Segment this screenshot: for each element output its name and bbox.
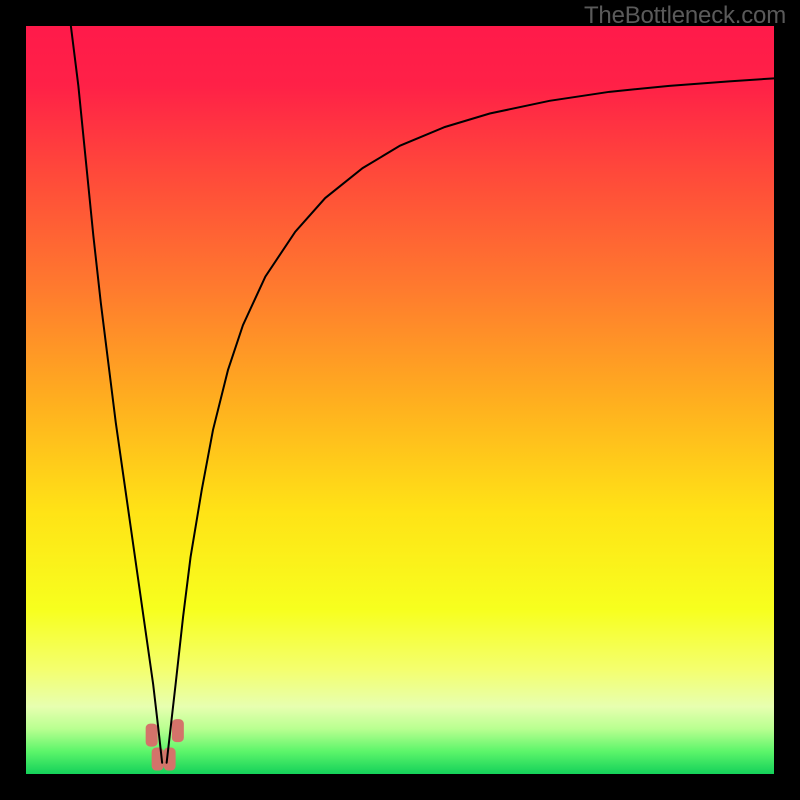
chart-svg (0, 0, 800, 800)
plot-background (26, 26, 774, 774)
cusp-marker-0 (146, 724, 157, 746)
watermark-text: TheBottleneck.com (584, 2, 786, 30)
outer-frame (0, 0, 800, 800)
cusp-marker-3 (172, 720, 183, 742)
cusp-marker-2 (164, 748, 175, 770)
figure-root: TheBottleneck.com (0, 0, 800, 800)
